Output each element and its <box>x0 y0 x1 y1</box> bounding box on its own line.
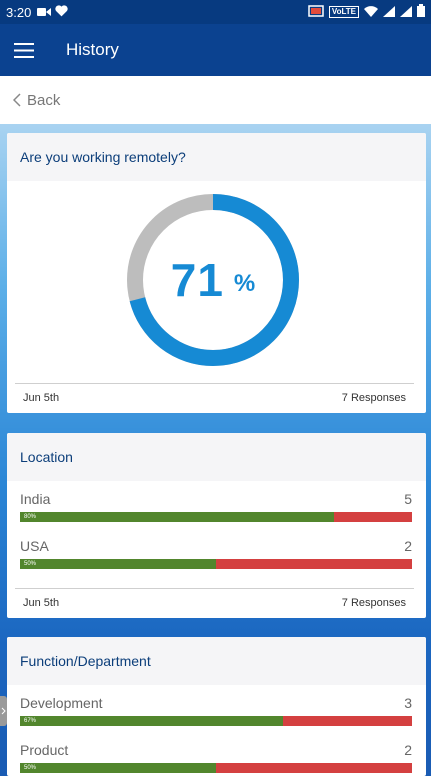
bar-fill-no <box>216 763 412 773</box>
bar-fill-no <box>333 512 412 522</box>
card-footer: Jun 5th 7 Responses <box>15 588 414 616</box>
result-bar: 50% <box>20 559 412 569</box>
remote-work-card[interactable]: Are you working remotely? 71 % Jun 5th 7… <box>7 133 426 413</box>
card-footer: Jun 5th 7 Responses <box>15 383 414 411</box>
card-title: Location <box>7 433 426 481</box>
bar-fill-no <box>282 716 412 726</box>
chevron-left-icon <box>13 93 21 107</box>
bar-fill-no <box>216 559 412 569</box>
row-count: 3 <box>404 695 412 711</box>
location-card[interactable]: Location India 5 80% USA 2 50% Jun 5th 7… <box>7 433 426 618</box>
donut-arc <box>127 194 299 366</box>
row-label: India <box>20 491 51 507</box>
page-title: History <box>66 40 119 59</box>
result-bar: 50% <box>20 763 412 773</box>
bar-fill-yes: 80% <box>20 512 334 522</box>
heart-icon <box>55 4 68 20</box>
battery-icon <box>417 4 425 20</box>
status-time: 3:20 <box>6 4 32 20</box>
back-button[interactable]: Back <box>0 76 431 124</box>
list-item: Product 2 50% <box>20 742 412 773</box>
function-department-card[interactable]: Function/Department Development 3 67% Pr… <box>7 637 426 776</box>
card-date: Jun 5th <box>23 391 60 404</box>
card-date: Jun 5th <box>23 596 60 609</box>
list-item: India 5 80% <box>20 491 412 522</box>
row-label: USA <box>20 538 49 554</box>
video-camera-icon <box>37 5 52 20</box>
percent-value: 71 <box>170 254 224 306</box>
donut-chart: 71 % <box>120 187 306 373</box>
row-count: 2 <box>404 742 412 758</box>
bar-fill-yes: 50% <box>20 763 216 773</box>
wifi-icon <box>364 5 378 20</box>
signal-icon <box>383 5 395 20</box>
card-title: Are you working remotely? <box>7 133 426 181</box>
result-bar: 67% <box>20 716 412 726</box>
bar-fill-yes: 67% <box>20 716 283 726</box>
volte-badge: VoLTE <box>328 6 359 18</box>
status-bar: 3:20 VoLTE <box>0 0 431 24</box>
cast-icon <box>308 4 324 20</box>
card-responses: 7 Responses <box>341 391 406 404</box>
chevron-right-icon <box>1 702 6 720</box>
drawer-handle[interactable] <box>0 696 7 726</box>
result-bar: 80% <box>20 512 412 522</box>
percent-sign: % <box>233 270 256 297</box>
card-title: Function/Department <box>7 637 426 685</box>
row-label: Development <box>20 695 103 711</box>
row-count: 2 <box>404 538 412 554</box>
row-count: 5 <box>404 491 412 507</box>
bar-fill-yes: 50% <box>20 559 216 569</box>
hamburger-menu-icon[interactable] <box>2 24 46 76</box>
list-item: USA 2 50% <box>20 538 412 569</box>
app-bar: History <box>0 24 431 76</box>
back-label: Back <box>27 91 61 109</box>
signal-icon-2 <box>400 5 412 20</box>
card-responses: 7 Responses <box>341 596 406 609</box>
list-item: Development 3 67% <box>20 695 412 726</box>
row-label: Product <box>20 742 69 758</box>
